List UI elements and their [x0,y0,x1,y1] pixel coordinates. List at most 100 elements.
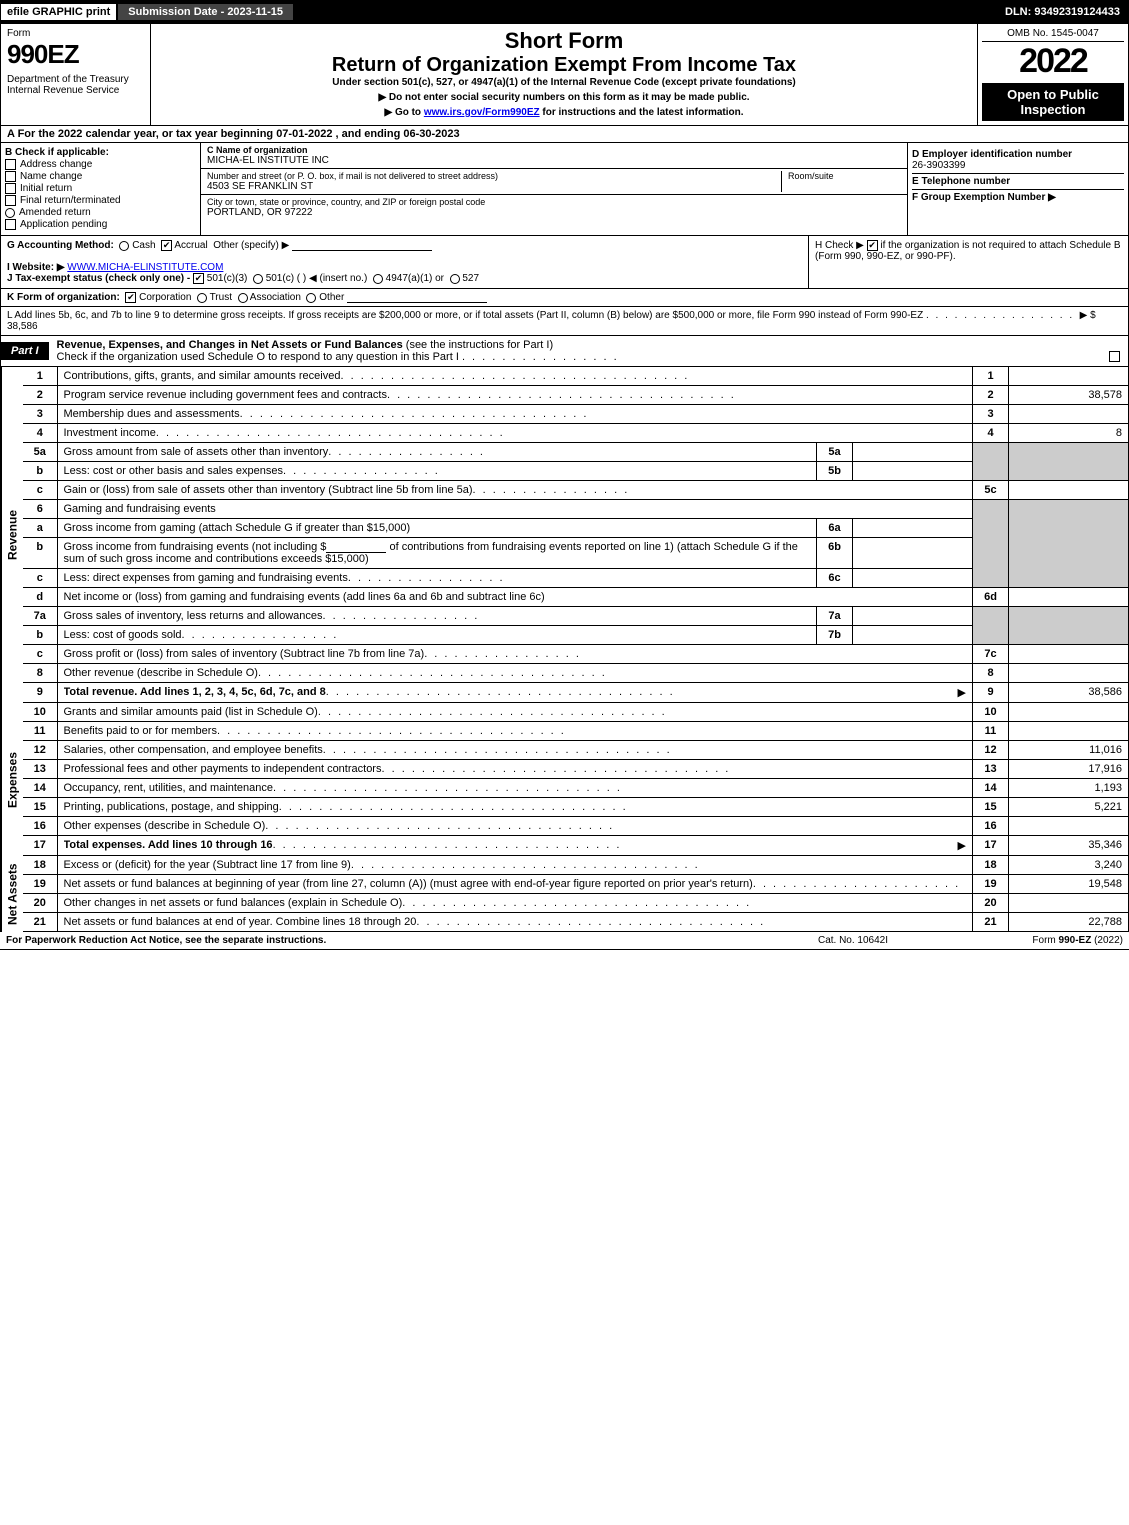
line-7c: c Gross profit or (loss) from sales of i… [23,645,1129,664]
section-a: A For the 2022 calendar year, or tax yea… [0,126,1129,143]
part-title: Revenue, Expenses, and Changes in Net As… [49,336,1128,366]
form-label: Form [7,28,144,39]
ein-label: D Employer identification number [912,149,1124,160]
line-10: 10 Grants and similar amounts paid (list… [23,703,1129,722]
note-goto-prefix: ▶ Go to [384,107,423,118]
org-name-block: C Name of organization MICHA-EL INSTITUT… [201,143,907,169]
radio-other-org[interactable] [306,293,316,303]
i-label: I Website: ▶ [7,262,65,273]
chk-amended-return[interactable]: Amended return [5,207,196,218]
footer-right: Form 990-EZ (2022) [943,935,1123,946]
line-5a: 5a Gross amount from sale of assets othe… [23,443,1129,462]
line-6a: a Gross income from gaming (attach Sched… [23,519,1129,538]
b-label: B Check if applicable: [5,147,196,158]
expenses-table: 10 Grants and similar amounts paid (list… [23,703,1129,856]
ein-block: D Employer identification number 26-3903… [912,147,1124,174]
line-12: 12 Salaries, other compensation, and emp… [23,741,1129,760]
addr-label: Number and street (or P. O. box, if mail… [207,171,781,181]
other-org-input[interactable] [347,302,487,303]
top-bar: efile GRAPHIC print Submission Date - 20… [0,0,1129,24]
line-7a: 7a Gross sales of inventory, less return… [23,607,1129,626]
org-addr-block: Number and street (or P. O. box, if mail… [201,169,907,195]
section-c: C Name of organization MICHA-EL INSTITUT… [201,143,908,235]
checkbox-icon [5,171,16,182]
line-14: 14 Occupancy, rent, utilities, and maint… [23,779,1129,798]
note-ssn: ▶ Do not enter social security numbers o… [155,92,973,103]
checkbox-icon [5,219,16,230]
radio-4947[interactable] [373,274,383,284]
phone-label: E Telephone number [912,176,1124,187]
form-header: Form 990EZ Department of the Treasury In… [0,24,1129,126]
vtab-revenue: Revenue [1,367,23,703]
info-grid: B Check if applicable: Address change Na… [0,143,1129,236]
chk-name-change[interactable]: Name change [5,171,196,182]
section-h: H Check ▶ if the organization is not req… [808,236,1128,288]
dln: DLN: 93492319124433 [997,4,1128,20]
line-6d: d Net income or (loss) from gaming and f… [23,588,1129,607]
chk-address-change[interactable]: Address change [5,159,196,170]
city-label: City or town, state or province, country… [207,197,901,207]
line-8: 8 Other revenue (describe in Schedule O)… [23,664,1129,683]
radio-assoc[interactable] [238,293,248,303]
g-label: G Accounting Method: [7,240,114,251]
dots [462,351,619,363]
part-title-bold: Revenue, Expenses, and Changes in Net As… [57,339,403,351]
radio-cash[interactable] [119,241,129,251]
chk-schedule-b[interactable] [867,240,878,251]
j-label: J Tax-exempt status (check only one) - [7,273,190,284]
org-addr: 4503 SE FRANKLIN ST [207,181,781,192]
chk-corp[interactable] [125,292,136,303]
line-15: 15 Printing, publications, postage, and … [23,798,1129,817]
other-specify-input[interactable] [292,250,432,251]
chk-accrual[interactable] [161,240,172,251]
line-6c: c Less: direct expenses from gaming and … [23,569,1129,588]
radio-trust[interactable] [197,293,207,303]
line-11: 11 Benefits paid to or for members 11 [23,722,1129,741]
website-link[interactable]: WWW.MICHA-ELINSTITUTE.COM [67,262,223,273]
chk-final-return[interactable]: Final return/terminated [5,195,196,206]
part-tag: Part I [1,342,49,360]
footer-cat: Cat. No. 10642I [763,935,943,946]
section-g: G Accounting Method: Cash Accrual Other … [1,236,808,288]
irs-link[interactable]: www.irs.gov/Form990EZ [424,107,540,118]
checkbox-icon [5,195,16,206]
part-title-norm: (see the instructions for Part I) [403,339,553,351]
revenue-table: 1 Contributions, gifts, grants, and simi… [23,367,1129,703]
note-goto: ▶ Go to www.irs.gov/Form990EZ for instru… [155,107,973,118]
line-17: 17 Total expenses. Add lines 10 through … [23,836,1129,856]
radio-527[interactable] [450,274,460,284]
part1-header: Part I Revenue, Expenses, and Changes in… [0,336,1129,367]
checkbox-icon [5,183,16,194]
chk-501c3[interactable] [193,273,204,284]
efile-label: efile GRAPHIC print [1,4,118,20]
revenue-section: Revenue 1 Contributions, gifts, grants, … [0,367,1129,703]
line-6b: b Gross income from fundraising events (… [23,538,1129,569]
line-5b: b Less: cost or other basis and sales ex… [23,462,1129,481]
header-right: OMB No. 1545-0047 2022 Open to Public In… [978,24,1128,125]
line-20: 20 Other changes in net assets or fund b… [23,894,1129,913]
row-gh: G Accounting Method: Cash Accrual Other … [0,236,1129,289]
header-sub: Under section 501(c), 527, or 4947(a)(1)… [155,77,973,88]
name-label: C Name of organization [207,145,901,155]
line-3: 3 Membership dues and assessments 3 [23,405,1129,424]
group-label: F Group Exemption Number ▶ [912,192,1124,203]
arrow-icon [958,686,966,699]
line-21: 21 Net assets or fund balances at end of… [23,913,1129,932]
radio-icon [5,208,15,218]
room-label: Room/suite [788,171,901,181]
chk-schedule-o[interactable] [1109,351,1120,362]
line-4: 4 Investment income 4 8 [23,424,1129,443]
section-k: K Form of organization: Corporation Trus… [0,289,1129,307]
chk-initial-return[interactable]: Initial return [5,183,196,194]
line-13: 13 Professional fees and other payments … [23,760,1129,779]
ein: 26-3903399 [912,160,1124,171]
radio-501c[interactable] [253,274,263,284]
title-short-form: Short Form [155,28,973,54]
line-9: 9 Total revenue. Add lines 1, 2, 3, 4, 5… [23,683,1129,703]
arrow-icon [958,839,966,852]
group-block: F Group Exemption Number ▶ [912,190,1124,205]
h-text1: H Check ▶ [815,240,864,251]
checkbox-icon [5,159,16,170]
chk-application-pending[interactable]: Application pending [5,219,196,230]
org-name: MICHA-EL INSTITUTE INC [207,155,901,166]
